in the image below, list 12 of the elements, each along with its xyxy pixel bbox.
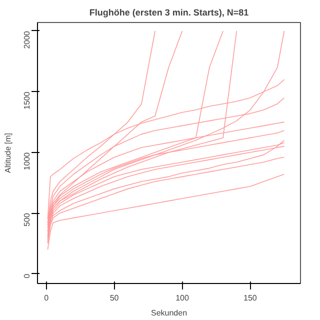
x-tick-label: 150 <box>244 294 258 302</box>
x-tick-label: 0 <box>44 294 50 302</box>
y-tick-label: 1500 <box>22 91 32 110</box>
y-axis-title: Altitude [m] <box>4 132 12 174</box>
x-axis-title: Sekunden <box>150 308 188 318</box>
y-tick-label: 2000 <box>22 30 32 49</box>
y-tick-label: 500 <box>22 212 32 226</box>
chart-title: Flughöhe (ersten 3 min. Starts), N=81 <box>89 8 249 18</box>
x-tick-label: 100 <box>176 294 190 302</box>
y-tick-label: 0 <box>22 273 32 278</box>
y-tick-label: 1000 <box>22 152 32 170</box>
x-tick-label: 50 <box>110 294 120 302</box>
